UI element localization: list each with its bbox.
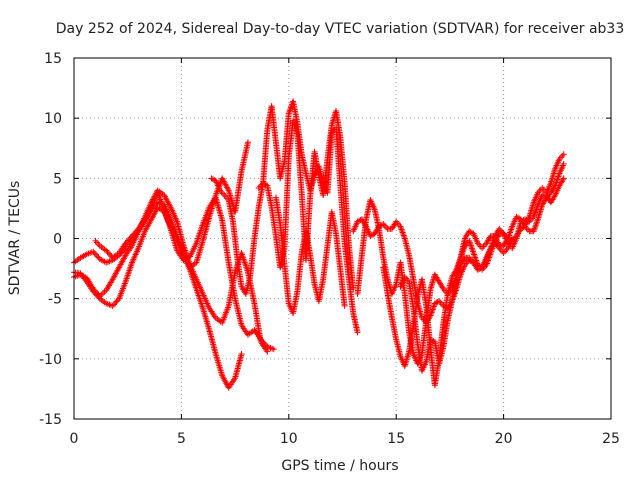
data-point-marker — [107, 251, 114, 258]
data-point-marker — [94, 253, 101, 260]
x-tick-label: 0 — [70, 431, 79, 447]
data-point-marker — [362, 222, 369, 229]
data-point-marker — [439, 284, 446, 291]
data-point-marker — [551, 193, 558, 200]
data-point-marker — [152, 202, 159, 209]
y-tick-label: -15 — [39, 412, 62, 428]
data-point-marker — [560, 151, 567, 158]
series-6 — [255, 98, 361, 336]
data-point-marker — [109, 302, 116, 309]
series-3 — [71, 204, 245, 391]
data-point-marker — [126, 235, 133, 242]
data-point-marker — [92, 291, 99, 298]
series-8 — [354, 151, 567, 367]
x-tick-label: 25 — [602, 431, 620, 447]
data-point-marker — [95, 294, 102, 301]
data-point-marker — [434, 298, 441, 305]
data-point-marker — [113, 298, 120, 305]
data-point-marker — [509, 235, 516, 242]
data-point-marker — [125, 237, 132, 244]
y-tick-label: -5 — [48, 292, 62, 308]
data-point-marker — [92, 251, 99, 258]
data-point-marker — [91, 250, 98, 257]
x-axis-title: GPS time / hours — [281, 458, 398, 474]
data-point-marker — [127, 234, 134, 241]
x-tick-label: 20 — [495, 431, 513, 447]
axis-ticks: 0 5 10 15 20 25 -15 -10 -5 0 5 10 15 — [39, 51, 620, 447]
data-point-marker — [378, 221, 385, 228]
data-point-marker — [134, 227, 141, 234]
series-4 — [92, 139, 251, 271]
data-point-marker — [131, 230, 138, 237]
data-point-marker — [149, 205, 156, 212]
data-point-marker — [150, 203, 157, 210]
data-point-marker — [560, 160, 567, 167]
data-point-marker — [238, 351, 245, 358]
data-point-marker — [270, 346, 277, 353]
y-tick-label: 5 — [53, 171, 62, 187]
data-point-marker — [551, 183, 558, 190]
data-point-marker — [264, 348, 271, 355]
data-markers — [71, 98, 567, 391]
data-point-marker — [122, 240, 129, 247]
data-point-marker — [130, 231, 137, 238]
data-point-marker — [104, 248, 111, 255]
data-point-marker — [148, 206, 155, 213]
data-point-marker — [559, 176, 566, 183]
data-point-marker — [105, 250, 112, 257]
x-tick-label: 15 — [387, 431, 405, 447]
data-point-marker — [524, 217, 531, 224]
data-point-marker — [341, 302, 348, 309]
y-tick-label: -10 — [39, 352, 62, 368]
series-7 — [272, 194, 348, 317]
y-axis-title: SDTVAR / TECUs — [7, 181, 23, 296]
data-point-marker — [90, 288, 97, 295]
y-tick-label: 10 — [44, 111, 62, 127]
data-point-marker — [94, 292, 101, 299]
data-point-marker — [112, 299, 119, 306]
data-point-marker — [542, 196, 549, 203]
data-point-marker — [132, 228, 139, 235]
data-point-marker — [123, 238, 130, 245]
data-point-marker — [520, 224, 527, 231]
data-point-marker — [560, 175, 567, 182]
chart-title: Day 252 of 2024, Sidereal Day-to-day VTE… — [56, 21, 625, 37]
data-point-marker — [114, 297, 121, 304]
y-tick-label: 0 — [53, 232, 62, 248]
data-point-marker — [91, 289, 98, 296]
y-tick-label: 15 — [44, 51, 62, 67]
data-point-marker — [244, 139, 251, 146]
x-tick-label: 10 — [280, 431, 298, 447]
data-point-marker — [90, 248, 97, 255]
series-11 — [397, 235, 516, 374]
data-point-marker — [354, 329, 361, 336]
data-point-marker — [110, 301, 117, 308]
x-tick-label: 5 — [177, 431, 186, 447]
data-point-marker — [103, 247, 110, 254]
data-point-marker — [128, 233, 135, 240]
